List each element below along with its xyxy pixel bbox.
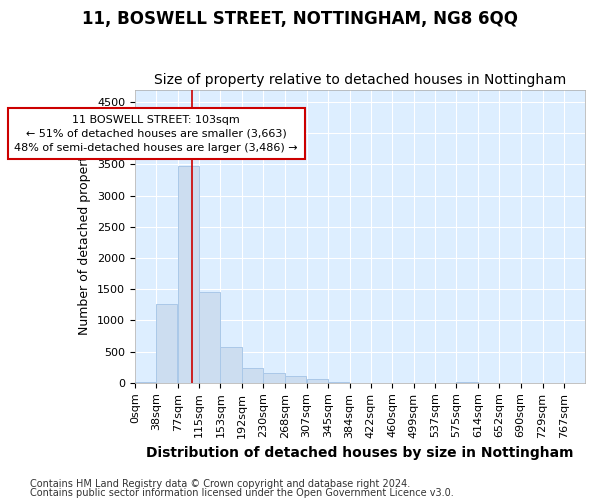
X-axis label: Distribution of detached houses by size in Nottingham: Distribution of detached houses by size … — [146, 446, 574, 460]
Bar — [156, 304, 178, 383]
Bar — [307, 379, 328, 383]
Bar — [135, 382, 156, 383]
Bar — [199, 292, 220, 383]
Text: Contains HM Land Registry data © Crown copyright and database right 2024.: Contains HM Land Registry data © Crown c… — [30, 479, 410, 489]
Bar — [328, 382, 349, 383]
Bar — [220, 347, 242, 383]
Bar — [242, 368, 263, 383]
Text: 11, BOSWELL STREET, NOTTINGHAM, NG8 6QQ: 11, BOSWELL STREET, NOTTINGHAM, NG8 6QQ — [82, 10, 518, 28]
Y-axis label: Number of detached properties: Number of detached properties — [79, 138, 91, 334]
Bar — [457, 382, 478, 383]
Bar — [263, 374, 285, 383]
Title: Size of property relative to detached houses in Nottingham: Size of property relative to detached ho… — [154, 73, 566, 87]
Bar — [178, 166, 199, 383]
Text: Contains public sector information licensed under the Open Government Licence v3: Contains public sector information licen… — [30, 488, 454, 498]
Text: 11 BOSWELL STREET: 103sqm
← 51% of detached houses are smaller (3,663)
48% of se: 11 BOSWELL STREET: 103sqm ← 51% of detac… — [14, 114, 298, 152]
Bar — [285, 376, 306, 383]
